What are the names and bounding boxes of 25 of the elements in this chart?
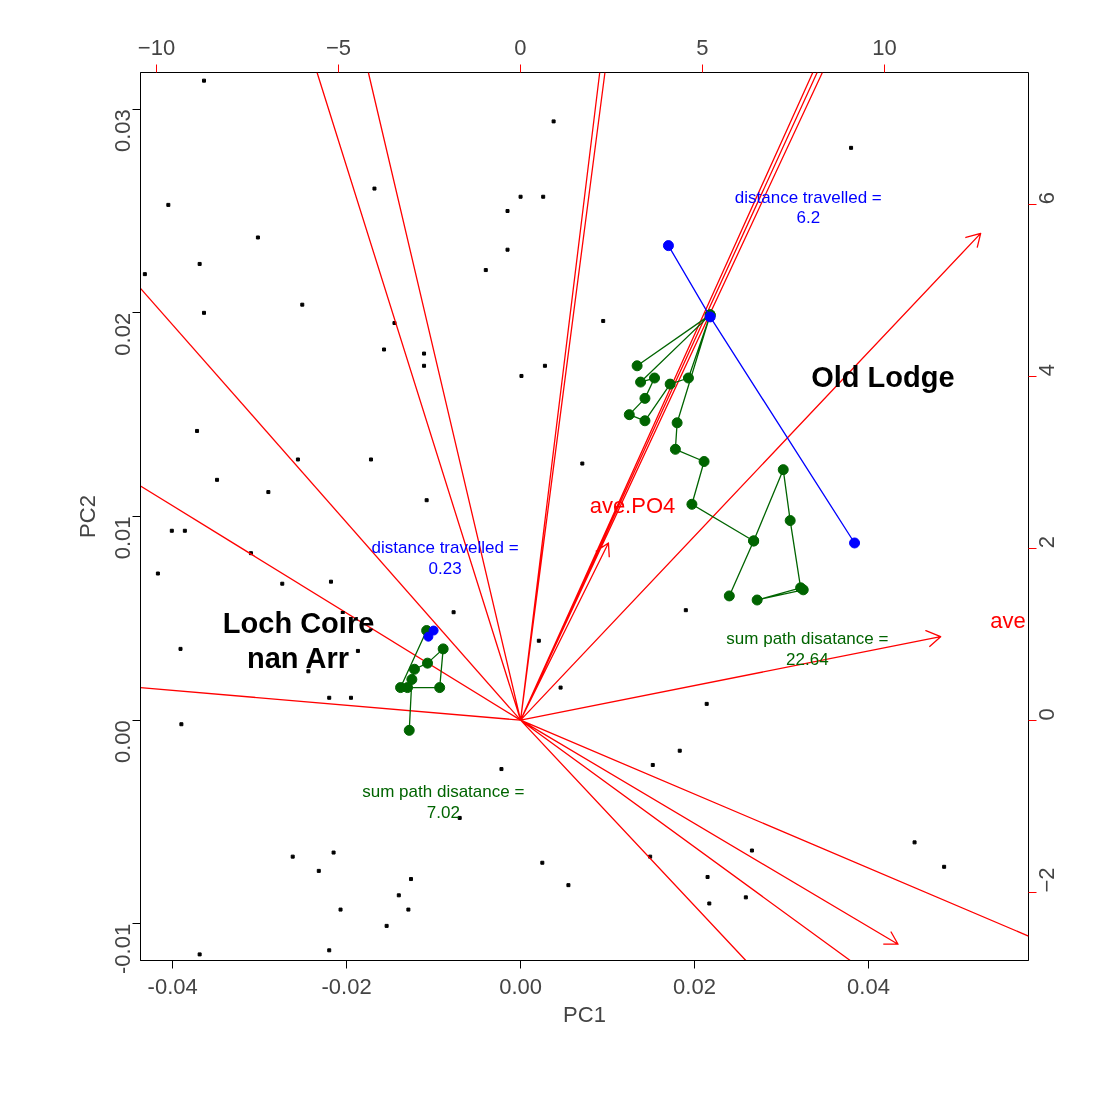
y2-tick-label: −2	[1034, 867, 1059, 893]
annotation: ave	[990, 607, 1026, 633]
y-tick-label: 0.01	[110, 516, 135, 560]
x-tick-label: 0.02	[673, 973, 716, 999]
x-tick-label: -0.04	[147, 973, 198, 999]
annotation: Loch Coire nan Arr	[222, 607, 375, 675]
y-axis-title: PC2	[74, 495, 100, 538]
x2-tick-label: −10	[137, 34, 176, 60]
x2-tick-label: −5	[325, 34, 352, 60]
y-tick-label: 0.00	[110, 720, 135, 763]
x-tick-label: -0.02	[321, 973, 372, 999]
y2-tick-label: 6	[1034, 191, 1059, 205]
y2-tick-label: 2	[1034, 536, 1059, 549]
x-tick-label: 0.04	[847, 973, 890, 999]
y-tick-label: 0.02	[110, 312, 135, 356]
x-tick-label: 0.00	[499, 973, 542, 999]
x-axis-title: PC1	[563, 1001, 606, 1027]
y2-tick-label: 4	[1034, 363, 1059, 377]
y2-tick-label: 0	[1034, 708, 1059, 721]
y-tick-label: 0.03	[110, 109, 135, 152]
x2-tick-label: 5	[696, 34, 709, 60]
y-tick-label: -0.01	[110, 923, 135, 974]
annotation: sum path disatance = 7.02	[362, 782, 525, 823]
x2-tick-label: 0	[514, 34, 527, 60]
x2-tick-label: 10	[872, 34, 897, 60]
